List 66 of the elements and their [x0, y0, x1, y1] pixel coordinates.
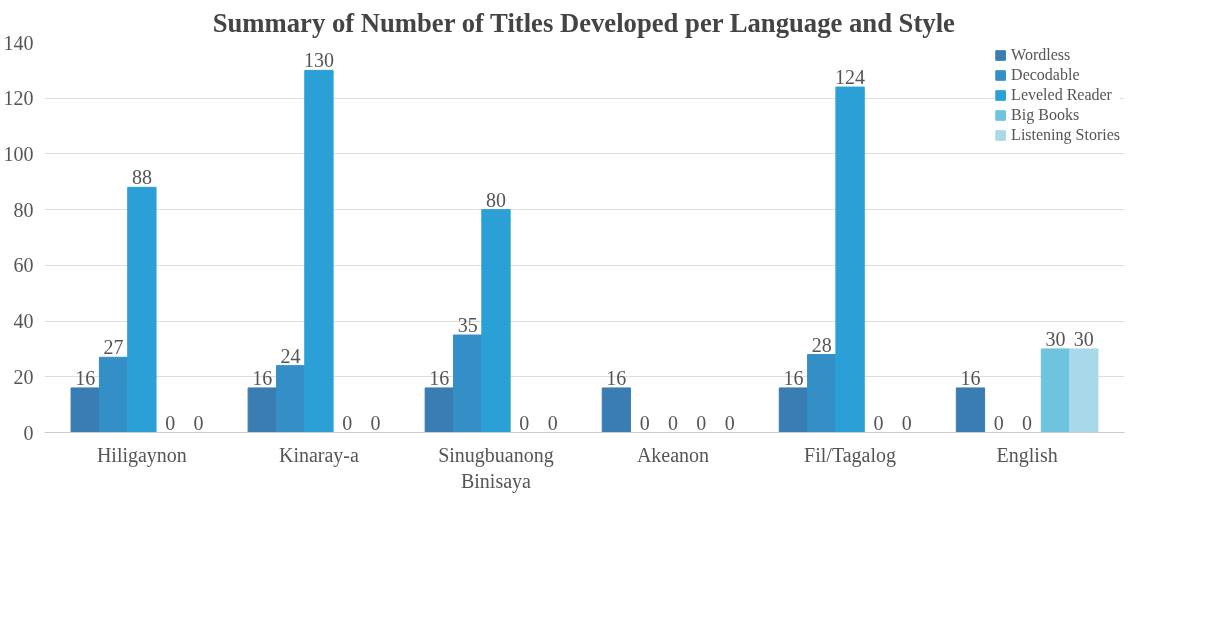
data-label: 16: [252, 366, 273, 389]
data-label: 16: [960, 366, 981, 389]
data-label: 88: [131, 166, 152, 189]
chart-title: Summary of Number of Titles Developed per Language and Style: [212, 7, 956, 38]
bar: [247, 387, 277, 433]
bar: [98, 356, 129, 433]
bar: [835, 86, 865, 433]
data-label: 0: [668, 411, 679, 434]
bar: [955, 387, 986, 433]
data-label: 16: [783, 366, 804, 389]
data-label: 27: [103, 336, 124, 359]
bar: [127, 186, 157, 433]
data-label: 0: [639, 411, 650, 434]
bar: [1069, 348, 1099, 433]
data-label: 24: [280, 344, 301, 367]
bar: [807, 354, 837, 433]
data-label: 16: [75, 366, 96, 389]
data-label: 28: [811, 333, 832, 356]
bar: [778, 387, 809, 433]
data-label: 130: [303, 49, 334, 72]
data-label: 124: [835, 66, 866, 89]
x-tick-label: Fil/Tagalog: [804, 443, 897, 467]
y-tick-label: 80: [13, 198, 34, 221]
bar: [1040, 348, 1071, 433]
data-label: 0: [342, 411, 353, 434]
data-label: 30: [1045, 327, 1066, 350]
data-label: 0: [993, 411, 1004, 434]
bar: [452, 334, 483, 433]
data-label: 0: [901, 411, 912, 434]
data-label: 0: [165, 411, 176, 434]
y-tick-label: 20: [13, 365, 34, 388]
data-label: 16: [606, 366, 627, 389]
data-label: 30: [1073, 327, 1094, 350]
bar: [601, 387, 632, 433]
y-tick-label: 140: [3, 31, 34, 54]
data-label: 0: [519, 411, 530, 434]
data-label: 35: [457, 314, 478, 336]
bar: [304, 69, 334, 433]
y-tick-label: 120: [3, 87, 34, 110]
data-label: 80: [485, 188, 506, 211]
y-tick-label: 100: [3, 142, 34, 165]
x-tick-label: English: [996, 443, 1058, 467]
y-tick-label: 60: [13, 254, 34, 277]
data-label: 16: [429, 366, 450, 389]
x-tick-label: Akeanon: [636, 443, 710, 466]
bar: [70, 387, 100, 433]
legend-label: Decodable: [1011, 66, 1080, 84]
bar: [481, 209, 511, 433]
legend-label: Wordless: [1011, 46, 1071, 64]
bar: [275, 365, 306, 433]
data-label: 0: [370, 411, 381, 434]
legend-label: Leveled Reader: [1011, 86, 1112, 104]
legend-label: Listening Stories: [1011, 126, 1120, 144]
x-tick-label: Sinugbuanong Binisaya: [438, 443, 554, 493]
y-tick-label: 0: [23, 421, 34, 444]
data-label: 0: [1022, 411, 1033, 434]
y-tick-label: 40: [13, 310, 34, 333]
data-label: 0: [193, 411, 204, 434]
data-label: 0: [724, 411, 735, 434]
data-label: 0: [873, 411, 884, 434]
data-label: 0: [696, 411, 707, 434]
legend-label: Big Books: [1011, 106, 1080, 124]
x-tick-label: Hiligaynon: [96, 443, 187, 467]
x-tick-label: Kinaray-a: [278, 443, 360, 467]
data-label: 0: [547, 411, 558, 434]
bar: [424, 387, 454, 433]
